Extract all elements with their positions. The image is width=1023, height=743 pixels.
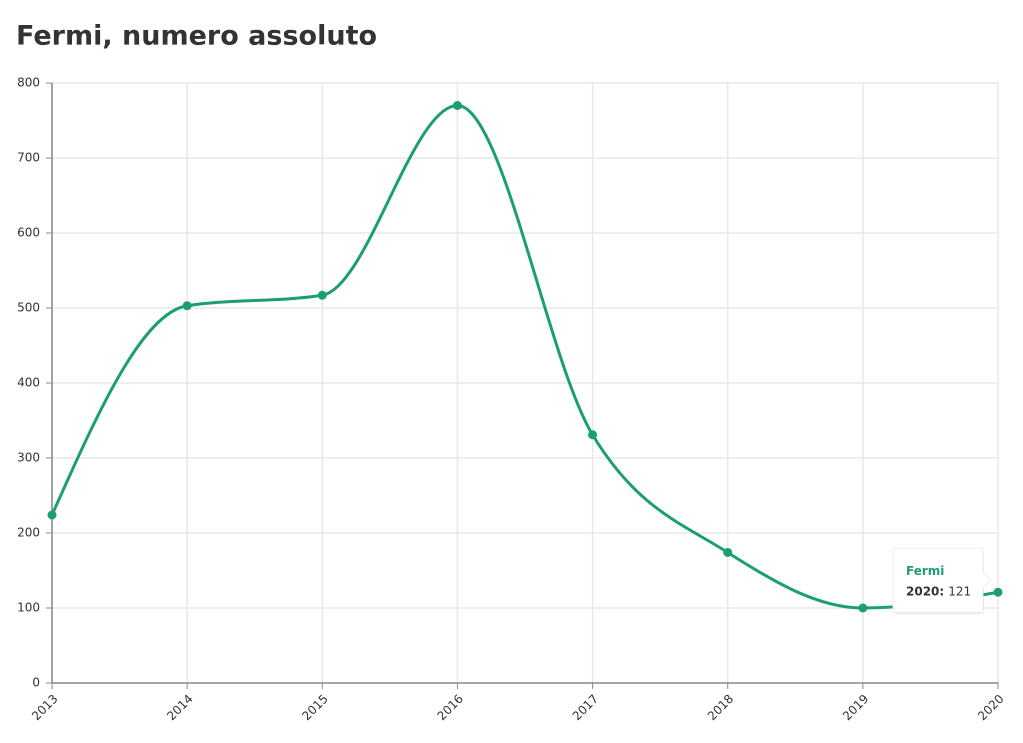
x-tick-label: 2020 bbox=[975, 692, 1006, 723]
y-tick-label: 400 bbox=[17, 376, 40, 390]
y-tick-label: 700 bbox=[17, 151, 40, 165]
tooltip-value: 121 bbox=[948, 584, 971, 598]
tooltip: Fermi 2020: 121 bbox=[892, 547, 992, 615]
y-tick-label: 0 bbox=[32, 676, 40, 690]
x-tick-label: 2016 bbox=[435, 692, 466, 723]
tooltip-text: 2020: 121 bbox=[906, 584, 971, 598]
x-tick-label: 2019 bbox=[840, 692, 871, 723]
x-tick-label: 2018 bbox=[705, 692, 736, 723]
point bbox=[317, 290, 327, 300]
point bbox=[858, 603, 868, 613]
point bbox=[723, 548, 733, 557]
tooltip-title: Fermi bbox=[906, 564, 944, 578]
y-tick-label: 600 bbox=[17, 226, 40, 240]
tooltip-box bbox=[892, 547, 992, 613]
y-tick-label: 100 bbox=[17, 601, 40, 615]
tooltip-label: 2020: bbox=[906, 584, 944, 598]
point bbox=[452, 101, 462, 110]
y-tick-label: 200 bbox=[17, 526, 40, 540]
point bbox=[588, 430, 598, 440]
y-tick-label: 300 bbox=[17, 451, 40, 465]
y-tick-label: 800 bbox=[17, 76, 40, 90]
point bbox=[993, 587, 1003, 597]
point bbox=[47, 510, 57, 520]
chart-title: Fermi, numero assoluto bbox=[16, 21, 377, 52]
x-tick-label: 2015 bbox=[299, 692, 330, 723]
x-tick-label: 2017 bbox=[570, 692, 601, 723]
point bbox=[182, 301, 192, 311]
x-tick-label: 2013 bbox=[29, 692, 60, 723]
x-tick-label: 2014 bbox=[164, 692, 195, 723]
y-tick-label: 500 bbox=[17, 301, 40, 315]
